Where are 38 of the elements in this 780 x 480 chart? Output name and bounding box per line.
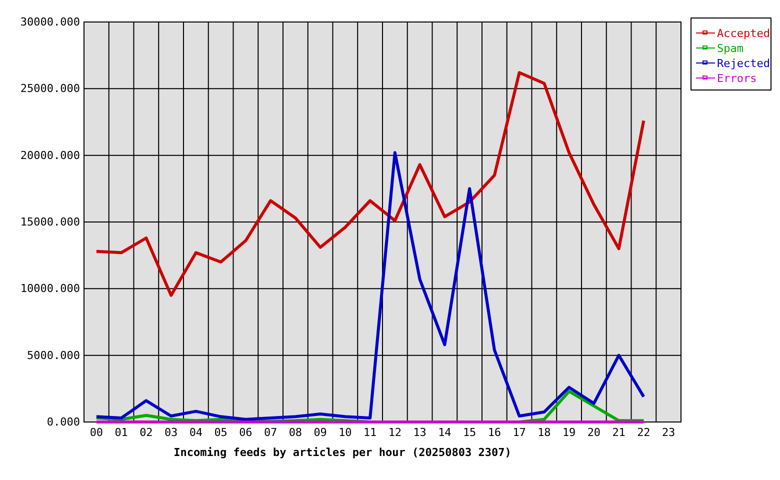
- x-tick-label: 12: [388, 426, 402, 439]
- y-tick-label: 10000.000: [20, 282, 80, 296]
- x-tick-label: 02: [140, 426, 153, 439]
- x-axis-title: Incoming feeds by articles per hour (20250803 2307): [174, 446, 512, 459]
- x-tick-label: 16: [488, 426, 502, 439]
- x-tick-label: 08: [288, 426, 302, 439]
- y-tick-label: 15000.000: [20, 216, 80, 229]
- legend-label: Spam: [717, 42, 744, 55]
- x-tick-label: 14: [438, 426, 452, 439]
- x-tick-label: 10: [338, 426, 352, 439]
- x-tick-label: 17: [512, 426, 526, 439]
- y-tick-label: 25000.000: [20, 82, 80, 96]
- legend-label: Rejected: [717, 57, 770, 70]
- x-tick-label: 19: [562, 426, 576, 439]
- x-tick-label: 22: [637, 426, 650, 439]
- line-series: [94, 71, 646, 297]
- y-tick-label: 5000.000: [27, 348, 80, 362]
- legend-label: Accepted: [717, 27, 770, 40]
- x-tick-label: 00: [90, 426, 104, 439]
- x-tick-label: 18: [538, 426, 551, 439]
- x-tick-label: 05: [214, 426, 228, 439]
- x-tick-label: 01: [114, 426, 128, 439]
- x-tick-label: 07: [264, 426, 278, 439]
- y-tick-label: 20000.000: [20, 148, 80, 162]
- x-tick-label: 20: [587, 426, 601, 439]
- y-tick-label: 30000.000: [20, 16, 80, 29]
- x-tick-label: 23: [662, 426, 676, 439]
- y-tick-label: 0.000: [46, 416, 80, 429]
- x-tick-label: 06: [239, 426, 252, 439]
- legend-label: Errors: [717, 72, 757, 85]
- x-tick-label: 21: [612, 426, 626, 439]
- line-series: [94, 151, 646, 421]
- x-tick-label: 11: [363, 426, 377, 439]
- x-tick-label: 13: [413, 426, 426, 439]
- x-tick-label: 03: [164, 426, 178, 439]
- x-tick-label: 15: [462, 426, 476, 439]
- x-tick-label: 09: [314, 426, 327, 439]
- x-tick-label: 04: [189, 426, 203, 439]
